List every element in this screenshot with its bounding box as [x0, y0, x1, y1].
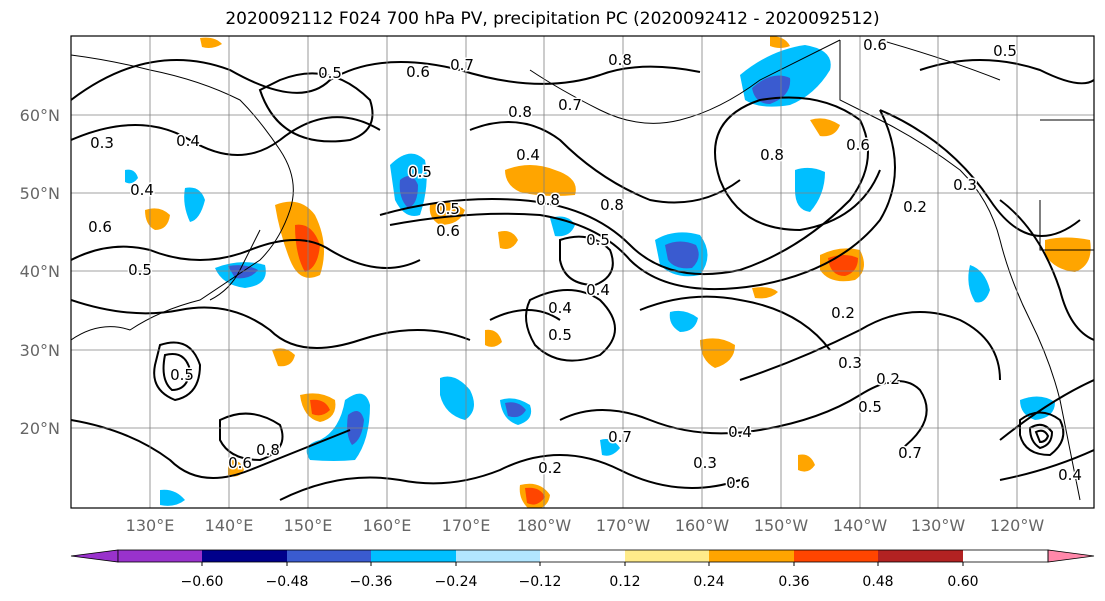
colorbar-segment: [202, 550, 287, 562]
lon-label: 140°E: [205, 516, 254, 535]
colorbar-tick: −0.12: [519, 574, 562, 590]
colorbar-tick: 0.60: [947, 574, 978, 590]
colorbar-segment: [540, 550, 625, 562]
lon-label: 130°W: [911, 516, 966, 535]
contour-label: 0.6: [228, 454, 252, 472]
contour-label: 0.8: [600, 196, 624, 214]
contour-label: 0.8: [760, 146, 784, 164]
contour-label: 0.7: [450, 56, 474, 74]
colorbar-segment: [118, 550, 202, 562]
contour-label: 0.3: [953, 176, 977, 194]
contour-label: 0.5: [548, 326, 572, 344]
lon-label: 170°E: [442, 516, 491, 535]
colorbar-segment: [709, 550, 794, 562]
contour-label: 0.8: [608, 51, 632, 69]
lat-label: 50°N: [20, 184, 60, 203]
colorbar-segment: [878, 550, 963, 562]
colorbar-outline: [117, 549, 1049, 563]
lon-label: 170°W: [596, 516, 651, 535]
latitude-labels: 60°N 50°N 40°N 30°N 20°N: [20, 106, 60, 438]
contour-label: 0.5: [436, 200, 460, 218]
contour-label: 0.3: [838, 354, 862, 372]
contour-label: 0.4: [130, 181, 154, 199]
coastlines: [71, 39, 1094, 501]
contour-label: 0.8: [256, 441, 280, 459]
colorbar-segment: [287, 550, 371, 562]
contour-label: 0.2: [538, 459, 562, 477]
contour-label: 0.5: [858, 398, 882, 416]
colorbar-tick: 0.12: [609, 574, 640, 590]
colorbar-extend-max: [1047, 549, 1095, 563]
contour-label: 0.6: [436, 222, 460, 240]
contour-labels: 0.3 0.40.5 0.6 0.7 0.80.6 0.50.40.8 0.70.40.50…: [87, 35, 1084, 494]
lon-label: 150°W: [754, 516, 809, 535]
pv-contours: [71, 59, 1094, 501]
contour-label: 0.5: [586, 231, 610, 249]
contour-label: 0.8: [508, 103, 532, 121]
colorbar-tick: 0.36: [778, 574, 809, 590]
contour-label: 0.8: [536, 191, 560, 209]
contour-label: 0.4: [1058, 466, 1082, 484]
contour-label: 0.4: [586, 281, 610, 299]
longitude-labels: 130°E 140°E 150°E 160°E 170°E 180°W 170°…: [126, 516, 1045, 535]
contour-label: 0.6: [846, 136, 870, 154]
lon-label: 120°W: [990, 516, 1045, 535]
map-title: 2020092112 F024 700 hPa PV, precipitatio…: [225, 9, 880, 29]
contour-label: 0.3: [90, 134, 114, 152]
contour-label: 0.5: [408, 163, 432, 181]
contour-label: 0.6: [726, 474, 750, 492]
lon-label: 160°W: [675, 516, 730, 535]
contour-label: 0.2: [831, 304, 855, 322]
lat-label: 30°N: [20, 341, 60, 360]
colorbar-extend-min: [70, 549, 119, 563]
colorbar-tick: −0.60: [181, 574, 224, 590]
contour-label: 0.5: [170, 366, 194, 384]
colorbar-tick: 0.24: [693, 574, 724, 590]
contour-label: 0.2: [903, 198, 927, 216]
lat-label: 60°N: [20, 106, 60, 125]
colorbar-segment: [794, 550, 878, 562]
colorbar-segment: [371, 550, 456, 562]
colorbar-tick: −0.36: [350, 574, 393, 590]
contour-label: 0.5: [318, 64, 342, 82]
colorbar-segment: [456, 550, 540, 562]
contour-label: 0.5: [993, 42, 1017, 60]
colorbar-tick: −0.24: [435, 574, 478, 590]
lon-label: 150°E: [284, 516, 333, 535]
contour-label: 0.3: [693, 454, 717, 472]
contour-label: 0.6: [406, 63, 430, 81]
contour-label: 0.4: [548, 299, 572, 317]
lon-label: 160°E: [363, 516, 412, 535]
contour-label: 0.7: [898, 444, 922, 462]
lat-label: 20°N: [20, 419, 60, 438]
map-frame: [70, 35, 1095, 509]
lon-label: 140°W: [833, 516, 888, 535]
colorbar-tick: 0.48: [862, 574, 893, 590]
graticule: [71, 36, 1094, 508]
colorbar-tick-labels: −0.60 −0.48 −0.36 −0.24 −0.12 0.12 0.24 …: [181, 574, 979, 590]
contour-label: 0.2: [876, 370, 900, 388]
lon-label: 180°W: [517, 516, 572, 535]
colorbar: [70, 549, 1095, 566]
contour-label: 0.4: [728, 423, 752, 441]
precip-shading: [125, 36, 1091, 508]
lat-label: 40°N: [20, 262, 60, 281]
contour-label: 0.7: [558, 96, 582, 114]
contour-label: 0.6: [863, 36, 887, 54]
contour-label: 0.7: [608, 428, 632, 446]
colorbar-segment: [625, 550, 709, 562]
lon-label: 130°E: [126, 516, 175, 535]
contour-label: 0.5: [128, 261, 152, 279]
contour-label: 0.4: [516, 146, 540, 164]
contour-label: 0.6: [88, 218, 112, 236]
colorbar-tick: −0.48: [266, 574, 309, 590]
contour-label: 0.4: [176, 132, 200, 150]
